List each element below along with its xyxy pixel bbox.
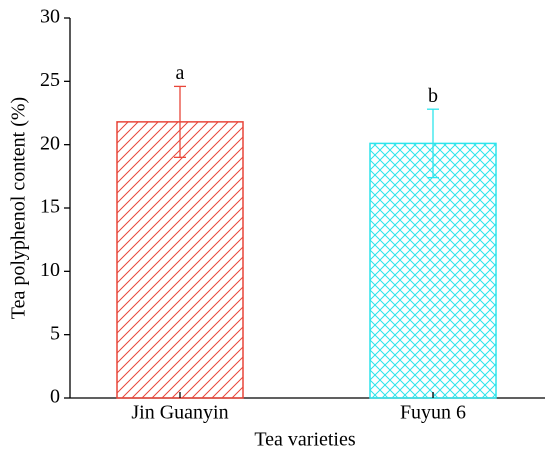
error-bar (174, 85, 186, 158)
annotation: a (176, 62, 185, 84)
y-tick-label: 5 (50, 322, 60, 344)
annotation: b (428, 85, 438, 107)
y-tick-label: 10 (40, 259, 60, 281)
x-axis-title: Tea varieties (254, 429, 356, 451)
y-tick-label: 0 (50, 386, 60, 408)
y-axis-title: Tea polyphenol content (%) (8, 97, 30, 319)
y-tick-label: 25 (40, 69, 60, 91)
y-tick-label: 20 (40, 132, 60, 154)
bar (369, 142, 497, 399)
x-tick-label: Fuyun 6 (400, 402, 466, 424)
x-tick-label: Jin Guanyin (131, 402, 228, 424)
y-tick-label: 15 (40, 196, 60, 218)
error-bar (427, 108, 439, 179)
y-tick-label: 30 (40, 6, 60, 28)
bar (116, 121, 244, 399)
